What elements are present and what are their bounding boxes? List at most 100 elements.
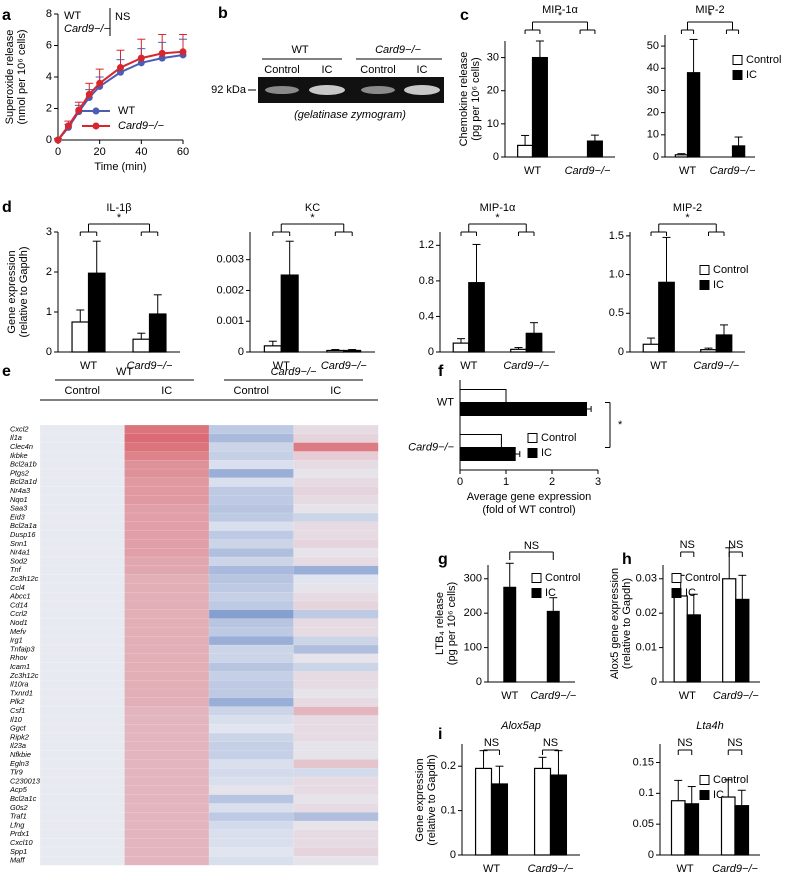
row-label: Nod1 xyxy=(10,618,28,627)
heatmap-cell xyxy=(208,829,295,840)
heatmap-cell xyxy=(208,653,295,664)
row-label: Maff xyxy=(10,856,25,865)
heatmap-cell xyxy=(293,820,379,831)
heatmap-cell xyxy=(124,671,210,681)
y-axis-label: Gene expression xyxy=(6,250,18,333)
legend-label: Control xyxy=(541,432,576,444)
legend-swatch xyxy=(699,775,710,785)
point xyxy=(179,48,187,56)
bar xyxy=(132,338,151,353)
x-tick-label: Card9−/− xyxy=(712,863,758,875)
y-axis-label: (pg per 10⁶ cells) xyxy=(446,582,458,665)
heatmap-cell xyxy=(124,803,210,813)
bar xyxy=(468,282,485,353)
y-tick-label: 0.8 xyxy=(419,275,434,287)
heatmap-cell xyxy=(39,433,126,444)
heatmap-cell xyxy=(124,618,210,628)
heatmap-cell xyxy=(293,671,379,681)
heatmap-cell xyxy=(293,539,379,549)
legend-swatch xyxy=(699,280,710,290)
gel-group: WT xyxy=(291,44,308,56)
heatmap-cell xyxy=(293,451,379,461)
heatmap-cell xyxy=(124,530,210,540)
legend-swatch xyxy=(671,573,682,583)
heatmap-cell xyxy=(39,627,126,637)
chart-title: KC xyxy=(305,202,320,214)
row-label: Plk2 xyxy=(10,697,24,706)
x-tick-label: Card9−/− xyxy=(693,360,739,372)
heatmap-cell xyxy=(208,847,295,857)
row-label: Ggct xyxy=(10,724,27,733)
row-label: Bcl2a1a xyxy=(10,521,37,530)
heatmap-cell xyxy=(293,433,379,444)
row-label: Nr4a1 xyxy=(10,548,30,557)
heatmap-cell xyxy=(39,768,126,778)
chart-title: Lta4h xyxy=(696,720,724,732)
bar xyxy=(71,321,90,353)
row-label: Cd14 xyxy=(10,600,28,609)
y-tick-label: 2 xyxy=(46,102,52,114)
y-axis-label: (pg per 10⁶ cells) xyxy=(470,57,482,140)
heatmap-cell xyxy=(39,653,126,664)
heatmap-cell xyxy=(124,486,210,496)
heatmap-cell xyxy=(124,812,210,822)
row-label: Ccl4 xyxy=(10,583,25,592)
x-tick-label: 0 xyxy=(457,476,463,488)
heatmap-cell xyxy=(208,451,295,461)
heatmap-cell xyxy=(124,644,210,655)
legend-label: WT xyxy=(118,105,135,117)
legend-label: IC xyxy=(545,587,556,599)
row-label: Zc3h12c xyxy=(9,574,39,583)
significance: * xyxy=(708,10,713,22)
heatmap-cell xyxy=(208,477,295,488)
row-label: Bcl2a1c xyxy=(10,794,37,803)
row-label: Eid3 xyxy=(10,512,26,521)
heatmap-cell xyxy=(208,433,295,444)
legend-marker xyxy=(92,122,100,130)
group-label: WT xyxy=(116,366,133,378)
y-tick-label: 0.003 xyxy=(216,254,244,266)
y-axis-label: (nmol per 10⁶ cells) xyxy=(16,29,28,124)
y-axis-label: (relative to Gapdh) xyxy=(18,246,30,337)
heatmap-cell xyxy=(293,556,379,567)
legend-label: IC xyxy=(713,279,724,291)
heatmap-cell xyxy=(293,495,379,505)
y-axis-label: Superoxide release xyxy=(4,30,16,125)
heatmap-cell xyxy=(124,724,210,734)
bar xyxy=(546,610,560,683)
bar xyxy=(474,767,493,856)
heatmap-cell xyxy=(208,627,295,637)
heatmap-cell xyxy=(293,759,379,769)
gel-band xyxy=(404,85,440,95)
y-tick-label: 0 xyxy=(648,849,654,861)
row-label: Bcl2a1b xyxy=(10,460,37,469)
y-tick-label: 40 xyxy=(647,62,659,74)
legend-marker xyxy=(92,107,100,115)
bar xyxy=(700,349,717,353)
heatmap-cell xyxy=(124,794,210,804)
y-axis-label: Chemokine release xyxy=(458,52,470,147)
bar xyxy=(326,349,345,353)
panel-letter: b xyxy=(218,5,228,22)
heatmap-cell xyxy=(124,785,210,796)
heatmap-cell xyxy=(124,759,210,769)
gel-band xyxy=(265,86,299,94)
heatmap-cell xyxy=(124,688,210,699)
chart-title: MIP-1α xyxy=(480,202,516,214)
x-tick-label: Card9−/− xyxy=(530,690,576,702)
heatmap-cell xyxy=(208,812,295,822)
y-tick-label: 1.2 xyxy=(419,239,434,251)
y-tick-label: 6 xyxy=(46,39,52,51)
heatmap-cell xyxy=(39,539,126,549)
heatmap-cell xyxy=(208,680,295,690)
y-axis-label: LTB₄ release xyxy=(434,592,446,655)
heatmap-cell xyxy=(39,785,126,796)
heatmap-cell xyxy=(208,697,295,708)
bar xyxy=(148,313,167,353)
significance: NS xyxy=(728,539,743,551)
heatmap-cell xyxy=(39,724,126,734)
heatmap-cell xyxy=(208,460,295,470)
heatmap-cell xyxy=(208,512,295,523)
heatmap-cell xyxy=(39,803,126,813)
